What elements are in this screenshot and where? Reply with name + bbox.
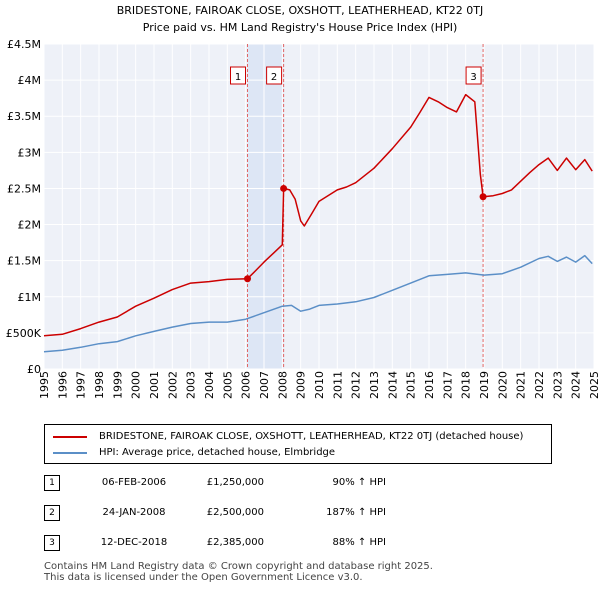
x-tick-label: 2024 (570, 371, 583, 399)
sale-1-point (244, 275, 251, 283)
x-tick-label: 2020 (496, 371, 509, 399)
sale-3-point (479, 193, 487, 201)
y-tick-label: £500K (6, 327, 42, 340)
x-tick-label: 2011 (331, 371, 344, 399)
x-tick-label: 2009 (295, 371, 308, 399)
legend-swatch-property (53, 436, 87, 438)
table-row: 3 12-DEC-2018 £2,385,000 88% ↑ HPI (44, 534, 564, 552)
x-tick-label: 2010 (313, 371, 326, 399)
sale-3-marker-label: 3 (470, 72, 476, 83)
x-tick-label: 2008 (276, 371, 289, 399)
x-tick-label: 2012 (350, 371, 363, 399)
x-tick-label: 2005 (221, 371, 234, 399)
y-tick-label: £3.5M (7, 110, 41, 123)
sale-2-marker-label: 2 (271, 72, 277, 83)
chart-subtitle: Price paid vs. HM Land Registry's House … (143, 21, 458, 34)
sale-1-marker-box (230, 66, 246, 85)
sale-2-marker-box (266, 66, 283, 85)
sale-marker-number: 2 (44, 505, 60, 521)
footer-licence: This data is licensed under the Open Gov… (44, 572, 363, 583)
sale-price: £2,500,000 (206, 507, 264, 518)
legend-label-hpi: HPI: Average price, detached house, Elmb… (99, 447, 336, 458)
x-tick-label: 2016 (423, 371, 436, 399)
sale-price: £1,250,000 (206, 477, 264, 488)
y-tick-label: £2M (18, 219, 42, 232)
y-tick-label: £4M (18, 74, 42, 87)
y-tick-label: £1.5M (7, 255, 41, 268)
x-tick-label: 2000 (130, 371, 143, 399)
sale-price: £2,385,000 (206, 537, 264, 548)
sale-hpi-change: 90% ↑ HPI (332, 477, 386, 488)
sale-date: 12-DEC-2018 (100, 537, 168, 548)
x-tick-label: 1996 (56, 371, 69, 399)
y-tick-label: £3M (18, 146, 42, 159)
x-tick-label: 2003 (185, 371, 198, 399)
x-tick-label: 1999 (111, 371, 124, 399)
sale-3-marker-box (465, 66, 482, 85)
legend: BRIDESTONE, FAIROAK CLOSE, OXSHOTT, LEAT… (44, 424, 552, 464)
sale-date: 06-FEB-2006 (101, 477, 167, 488)
sale-date: 24-JAN-2008 (102, 507, 166, 518)
x-tick-label: 2014 (386, 371, 399, 399)
y-tick-label: £2.5M (7, 182, 41, 195)
x-tick-label: 2018 (460, 371, 473, 399)
price-chart: BRIDESTONE, FAIROAK CLOSE, OXSHOTT, LEAT… (6, 4, 600, 399)
x-tick-label: 2013 (368, 371, 381, 399)
x-tick-label: 1995 (38, 371, 51, 399)
chart-title: BRIDESTONE, FAIROAK CLOSE, OXSHOTT, LEAT… (117, 4, 484, 17)
sale-hpi-change: 88% ↑ HPI (332, 537, 386, 548)
ownership-period-shade (247, 44, 284, 369)
x-tick-label: 2007 (258, 371, 271, 399)
hpi-series-line (43, 254, 593, 353)
x-tick-label: 2023 (551, 371, 564, 399)
y-tick-label: £4.5M (7, 38, 41, 51)
x-tick-label: 2001 (148, 371, 161, 399)
x-tick-label: 2006 (240, 371, 253, 399)
legend-label-property: BRIDESTONE, FAIROAK CLOSE, OXSHOTT, LEAT… (99, 431, 524, 442)
footer-copyright: Contains HM Land Registry data © Crown c… (44, 561, 433, 572)
x-tick-label: 2025 (588, 371, 600, 399)
table-row: 1 06-FEB-2006 £1,250,000 90% ↑ HPI (44, 474, 564, 492)
x-tick-label: 2022 (533, 371, 546, 399)
x-tick-label: 2015 (405, 371, 418, 399)
property-series-line (43, 93, 593, 337)
footer: Contains HM Land Registry data © Crown c… (44, 561, 433, 583)
x-tick-label: 2004 (203, 371, 216, 399)
y-tick-label: £1M (18, 291, 42, 304)
x-tick-label: 2021 (515, 371, 528, 399)
table-row: 2 24-JAN-2008 £2,500,000 187% ↑ HPI (44, 504, 564, 522)
x-tick-label: 2019 (478, 371, 491, 399)
sale-marker-number: 3 (44, 535, 60, 551)
sale-hpi-change: 187% ↑ HPI (326, 507, 386, 518)
sale-marker-number: 1 (44, 475, 60, 491)
x-tick-label: 2002 (166, 371, 179, 399)
y-tick-label: £0 (27, 363, 41, 376)
sale-2-point (280, 184, 288, 192)
x-tick-label: 2017 (441, 371, 454, 399)
legend-swatch-hpi (53, 452, 87, 454)
x-tick-label: 1997 (75, 371, 88, 399)
sale-1-marker-label: 1 (235, 72, 241, 83)
x-tick-label: 1998 (93, 371, 106, 399)
